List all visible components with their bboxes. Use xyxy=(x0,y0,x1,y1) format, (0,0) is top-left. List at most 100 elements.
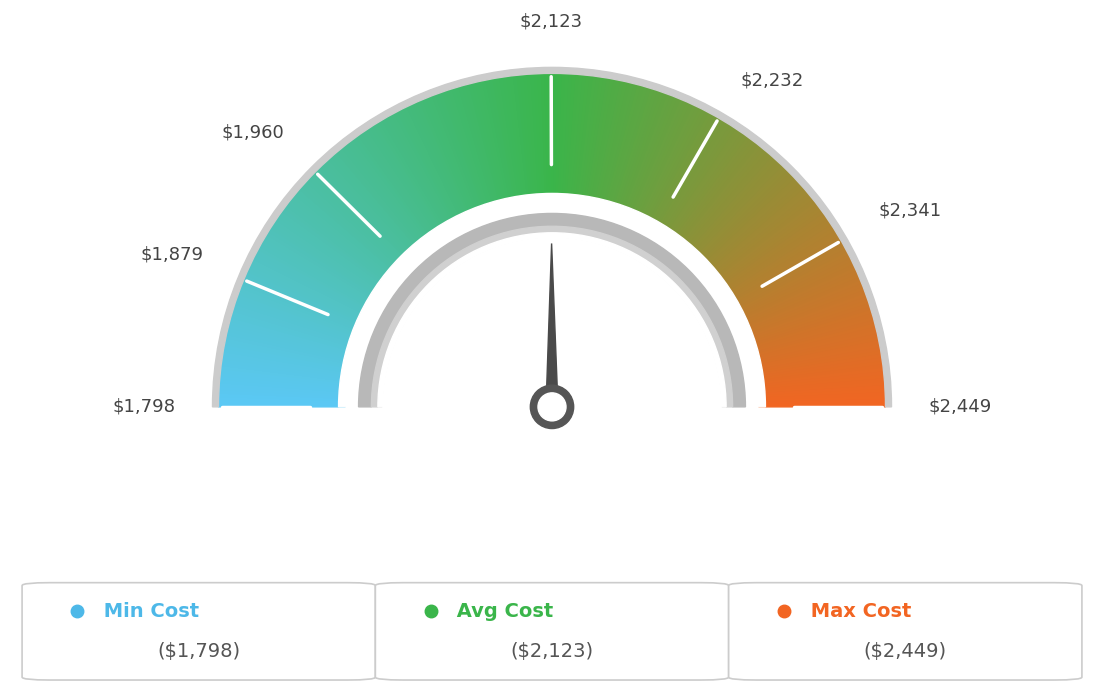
Wedge shape xyxy=(237,294,358,339)
Wedge shape xyxy=(270,225,379,296)
Wedge shape xyxy=(449,88,490,210)
Wedge shape xyxy=(517,75,532,201)
Wedge shape xyxy=(224,341,349,368)
Wedge shape xyxy=(656,118,722,229)
Wedge shape xyxy=(633,99,684,217)
Text: $1,960: $1,960 xyxy=(222,124,285,141)
Wedge shape xyxy=(486,79,513,204)
Wedge shape xyxy=(226,331,351,362)
Wedge shape xyxy=(749,304,870,345)
Wedge shape xyxy=(309,176,403,266)
Wedge shape xyxy=(716,205,820,284)
Wedge shape xyxy=(582,77,604,203)
Wedge shape xyxy=(752,321,875,355)
Wedge shape xyxy=(693,164,783,257)
Wedge shape xyxy=(646,110,707,224)
Wedge shape xyxy=(348,141,427,244)
Wedge shape xyxy=(220,375,347,390)
Wedge shape xyxy=(723,219,830,293)
Wedge shape xyxy=(236,297,357,341)
Wedge shape xyxy=(758,400,885,405)
Wedge shape xyxy=(297,189,395,273)
Wedge shape xyxy=(659,121,728,231)
Wedge shape xyxy=(757,362,883,381)
Wedge shape xyxy=(510,76,528,201)
Wedge shape xyxy=(329,157,415,253)
Wedge shape xyxy=(624,95,671,214)
Wedge shape xyxy=(283,208,386,286)
Wedge shape xyxy=(423,98,474,216)
Wedge shape xyxy=(456,87,495,209)
Wedge shape xyxy=(715,202,818,282)
Wedge shape xyxy=(426,97,476,215)
Wedge shape xyxy=(657,120,724,230)
Wedge shape xyxy=(565,74,576,201)
FancyBboxPatch shape xyxy=(375,582,729,680)
Wedge shape xyxy=(576,76,594,201)
Wedge shape xyxy=(344,144,425,245)
Wedge shape xyxy=(290,197,391,279)
Wedge shape xyxy=(433,95,480,214)
Wedge shape xyxy=(740,268,857,323)
Wedge shape xyxy=(513,75,530,201)
FancyBboxPatch shape xyxy=(22,582,375,680)
Wedge shape xyxy=(724,222,831,294)
Wedge shape xyxy=(245,275,362,327)
Wedge shape xyxy=(593,80,622,205)
Wedge shape xyxy=(371,226,733,407)
Wedge shape xyxy=(238,290,358,337)
Wedge shape xyxy=(219,396,346,402)
Wedge shape xyxy=(588,79,615,204)
Wedge shape xyxy=(757,368,883,385)
Wedge shape xyxy=(219,386,346,396)
Wedge shape xyxy=(407,105,464,221)
Wedge shape xyxy=(305,181,400,268)
Wedge shape xyxy=(749,301,869,343)
Wedge shape xyxy=(757,375,884,390)
Wedge shape xyxy=(636,102,691,219)
Wedge shape xyxy=(662,126,734,233)
Wedge shape xyxy=(368,127,439,235)
Wedge shape xyxy=(507,76,527,202)
Wedge shape xyxy=(556,73,562,200)
Wedge shape xyxy=(359,213,745,407)
Wedge shape xyxy=(731,240,842,306)
Wedge shape xyxy=(311,173,404,264)
Wedge shape xyxy=(744,284,863,333)
Wedge shape xyxy=(284,205,388,284)
Wedge shape xyxy=(258,246,371,309)
Wedge shape xyxy=(397,110,458,224)
Wedge shape xyxy=(718,208,821,286)
Wedge shape xyxy=(382,118,448,229)
Wedge shape xyxy=(758,389,885,398)
Wedge shape xyxy=(493,78,518,204)
Wedge shape xyxy=(661,124,731,233)
Wedge shape xyxy=(612,88,651,210)
Wedge shape xyxy=(252,259,367,317)
Wedge shape xyxy=(742,275,859,327)
Wedge shape xyxy=(476,81,507,206)
Wedge shape xyxy=(745,287,864,335)
Wedge shape xyxy=(714,199,816,280)
Wedge shape xyxy=(482,80,511,205)
Wedge shape xyxy=(459,86,497,208)
Wedge shape xyxy=(732,243,845,307)
Wedge shape xyxy=(255,253,369,313)
Wedge shape xyxy=(359,133,434,238)
Wedge shape xyxy=(299,186,397,272)
Wedge shape xyxy=(654,117,719,228)
Wedge shape xyxy=(463,85,499,208)
Wedge shape xyxy=(746,290,866,337)
Wedge shape xyxy=(586,78,611,204)
Wedge shape xyxy=(420,99,471,217)
Wedge shape xyxy=(690,159,777,255)
Wedge shape xyxy=(385,117,450,228)
Wedge shape xyxy=(219,400,346,405)
Wedge shape xyxy=(756,351,881,375)
Wedge shape xyxy=(350,139,428,242)
Text: $2,449: $2,449 xyxy=(928,398,992,416)
Wedge shape xyxy=(597,81,628,206)
Wedge shape xyxy=(698,171,790,262)
Wedge shape xyxy=(301,184,399,270)
Wedge shape xyxy=(756,358,882,379)
